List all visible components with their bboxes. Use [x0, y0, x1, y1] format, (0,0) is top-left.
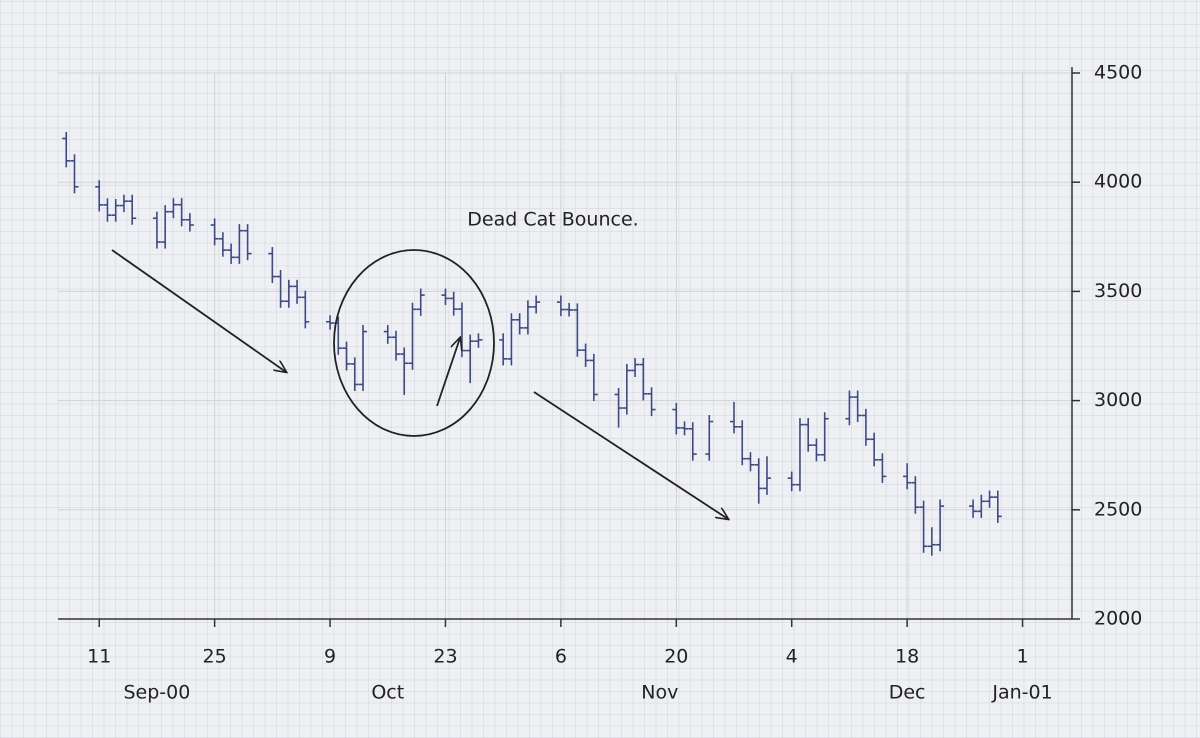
y-tick-label: 2000	[1094, 608, 1142, 630]
month-label: Oct	[371, 682, 404, 704]
bounce-circle	[333, 249, 495, 437]
y-tick-label: 4500	[1094, 62, 1142, 84]
y-tick-label: 3500	[1094, 280, 1142, 302]
month-label: Nov	[641, 682, 678, 704]
x-tick-label: 20	[664, 646, 688, 668]
y-tick-label: 3000	[1094, 389, 1142, 411]
trend-arrow	[111, 249, 286, 372]
x-tick-label: 1	[1016, 646, 1028, 668]
x-tick-label: 25	[203, 646, 227, 668]
y-tick-label: 2500	[1094, 498, 1142, 520]
trend-arrow	[533, 391, 728, 519]
x-tick-label: 11	[87, 646, 111, 668]
x-tick-label: 23	[433, 646, 457, 668]
y-tick-label: 4000	[1094, 171, 1142, 193]
x-tick-label: 6	[555, 646, 567, 668]
x-tick-label: 4	[786, 646, 798, 668]
x-tick-label: 18	[895, 646, 919, 668]
bounce-arrow	[436, 338, 460, 407]
annotation: Dead Cat Bounce.	[467, 209, 638, 231]
month-label: Sep-00	[124, 682, 191, 704]
x-tick-label: 9	[324, 646, 336, 668]
month-label: Dec	[889, 682, 926, 704]
month-label: Jan-01	[991, 682, 1052, 704]
